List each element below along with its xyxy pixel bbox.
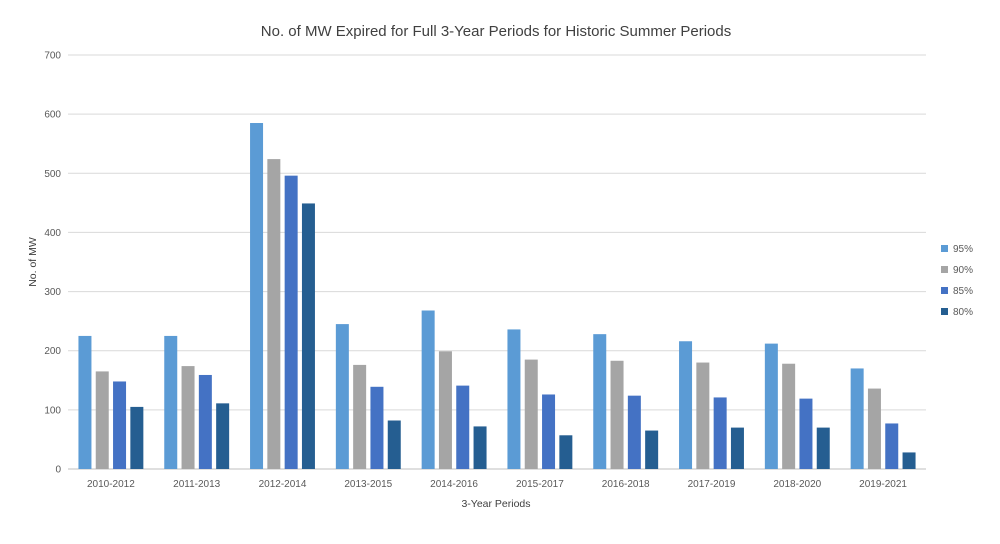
legend-swatch — [941, 308, 948, 315]
bar-95pct-2011-2013 — [164, 335, 178, 469]
bar-80pct-2016-2018 — [645, 430, 659, 469]
x-tick-label: 2016-2018 — [602, 479, 650, 490]
bar-95pct-2018-2020 — [764, 343, 778, 469]
x-tick-label: 2012-2014 — [259, 479, 307, 490]
bar-90pct-2014-2016 — [438, 351, 452, 469]
x-tick-label: 2015-2017 — [516, 479, 564, 490]
bar-80pct-2018-2020 — [816, 427, 830, 469]
bar-85pct-2010-2012 — [113, 381, 127, 469]
y-tick-label: 400 — [44, 228, 61, 239]
bar-85pct-2019-2021 — [885, 423, 899, 469]
bar-80pct-2010-2012 — [130, 406, 144, 469]
bar-85pct-2018-2020 — [799, 398, 813, 469]
legend: 95% 90% 85% 80% — [941, 244, 973, 318]
bar-95pct-2012-2014 — [250, 123, 264, 469]
bar-90pct-2017-2019 — [696, 362, 710, 469]
y-tick-label: 200 — [44, 346, 61, 357]
bar-95pct-2016-2018 — [593, 334, 607, 469]
x-tick-label: 2013-2015 — [344, 479, 392, 490]
x-tick-label: 2011-2013 — [173, 479, 221, 490]
gridlines — [68, 54, 926, 470]
bar-85pct-2013-2015 — [370, 386, 384, 469]
bar-80pct-2015-2017 — [559, 435, 573, 469]
bar-95pct-2017-2019 — [679, 341, 693, 469]
bar-90pct-2012-2014 — [267, 159, 281, 469]
bar-90pct-2019-2021 — [867, 388, 881, 469]
bar-90pct-2013-2015 — [353, 364, 367, 469]
x-tick-label: 2014-2016 — [430, 479, 478, 490]
x-tick-label: 2017-2019 — [688, 479, 736, 490]
legend-label: 90% — [953, 265, 973, 276]
bar-85pct-2014-2016 — [456, 385, 470, 469]
bar-80pct-2012-2014 — [301, 203, 315, 469]
legend-swatch — [941, 245, 948, 252]
chart-title: No. of MW Expired for Full 3-Year Period… — [261, 23, 731, 40]
y-tick-label: 500 — [44, 169, 61, 180]
legend-swatch — [941, 266, 948, 273]
legend-label: 80% — [953, 307, 973, 318]
y-axis-ticks: 0 100 200 300 400 500 600 700 — [44, 51, 61, 476]
bar-90pct-2010-2012 — [95, 371, 109, 469]
x-tick-label: 2019-2021 — [859, 479, 907, 490]
legend-label: 85% — [953, 286, 973, 297]
bar-95pct-2015-2017 — [507, 329, 521, 469]
y-tick-label: 300 — [44, 287, 61, 298]
legend-swatch — [941, 287, 948, 294]
x-tick-label: 2010-2012 — [87, 479, 135, 490]
x-axis-ticks: 2010-2012 2011-2013 2012-2014 2013-2015 2014… — [87, 479, 907, 490]
bar-90pct-2015-2017 — [524, 359, 538, 469]
x-axis-label: 3-Year Periods — [461, 498, 530, 510]
bar-95pct-2019-2021 — [850, 368, 864, 469]
bar-90pct-2016-2018 — [610, 360, 624, 469]
bar-85pct-2015-2017 — [542, 394, 556, 469]
bar-95pct-2010-2012 — [78, 335, 92, 469]
bar-90pct-2018-2020 — [782, 363, 796, 469]
bar-90pct-2011-2013 — [181, 366, 195, 469]
bar-95pct-2013-2015 — [335, 324, 349, 469]
bar-85pct-2011-2013 — [198, 374, 212, 469]
bar-85pct-2012-2014 — [284, 175, 298, 469]
y-tick-label: 600 — [44, 110, 61, 121]
x-tick-label: 2018-2020 — [773, 479, 821, 490]
bar-80pct-2017-2019 — [730, 427, 744, 469]
bars — [78, 123, 916, 469]
bar-80pct-2019-2021 — [902, 452, 916, 469]
bar-80pct-2014-2016 — [473, 426, 487, 469]
bar-80pct-2013-2015 — [387, 420, 401, 469]
bar-95pct-2014-2016 — [421, 310, 435, 469]
y-tick-label: 0 — [55, 465, 61, 476]
bar-85pct-2017-2019 — [713, 397, 727, 469]
y-axis-label: No. of MW — [27, 237, 39, 287]
y-tick-label: 700 — [44, 51, 61, 62]
legend-label: 95% — [953, 244, 973, 255]
bar-80pct-2011-2013 — [216, 403, 230, 469]
bar-85pct-2016-2018 — [627, 395, 641, 469]
y-tick-label: 100 — [44, 405, 61, 416]
